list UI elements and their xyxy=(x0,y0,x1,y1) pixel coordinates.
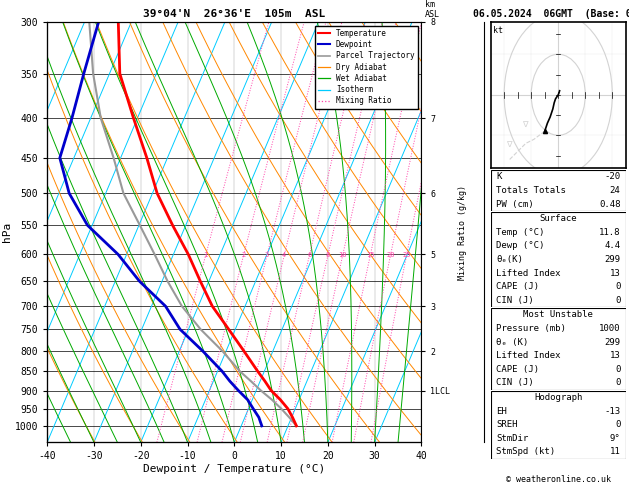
Text: K: K xyxy=(496,173,501,181)
Text: 06.05.2024  06GMT  (Base: 06): 06.05.2024 06GMT (Base: 06) xyxy=(473,9,629,19)
Text: Mixing Ratio (g/kg): Mixing Ratio (g/kg) xyxy=(458,185,467,279)
Text: CAPE (J): CAPE (J) xyxy=(496,282,539,291)
Text: Dewp (°C): Dewp (°C) xyxy=(496,242,545,250)
Text: 0: 0 xyxy=(615,282,620,291)
Y-axis label: hPa: hPa xyxy=(2,222,12,242)
Text: Temp (°C): Temp (°C) xyxy=(496,228,545,237)
Text: 0.48: 0.48 xyxy=(599,200,620,208)
Legend: Temperature, Dewpoint, Parcel Trajectory, Dry Adiabat, Wet Adiabat, Isotherm, Mi: Temperature, Dewpoint, Parcel Trajectory… xyxy=(315,26,418,108)
Text: 0: 0 xyxy=(615,296,620,305)
Text: Totals Totals: Totals Totals xyxy=(496,186,566,195)
Text: 2: 2 xyxy=(242,252,246,258)
Text: 1: 1 xyxy=(204,252,208,258)
Text: Lifted Index: Lifted Index xyxy=(496,269,560,278)
Text: 10: 10 xyxy=(338,252,347,258)
Text: Hodograph: Hodograph xyxy=(534,393,582,402)
Text: CIN (J): CIN (J) xyxy=(496,379,533,387)
Text: © weatheronline.co.uk: © weatheronline.co.uk xyxy=(506,474,611,484)
Text: 39°04'N  26°36'E  105m  ASL: 39°04'N 26°36'E 105m ASL xyxy=(143,9,325,19)
Text: -13: -13 xyxy=(604,407,620,416)
Text: 13: 13 xyxy=(610,351,620,360)
Text: StmDir: StmDir xyxy=(496,434,528,443)
Text: 13: 13 xyxy=(610,269,620,278)
Text: 299: 299 xyxy=(604,338,620,347)
Text: $\nabla$: $\nabla$ xyxy=(506,140,513,150)
Text: EH: EH xyxy=(496,407,507,416)
Text: SREH: SREH xyxy=(496,420,518,429)
Text: 1000: 1000 xyxy=(599,324,620,333)
Text: 15: 15 xyxy=(366,252,374,258)
Text: 8: 8 xyxy=(326,252,330,258)
Text: Lifted Index: Lifted Index xyxy=(496,351,560,360)
Text: CIN (J): CIN (J) xyxy=(496,296,533,305)
Text: 25: 25 xyxy=(403,252,411,258)
Text: $\nabla$: $\nabla$ xyxy=(522,120,530,129)
Text: 0: 0 xyxy=(615,365,620,374)
Text: 299: 299 xyxy=(604,255,620,264)
Text: 11.8: 11.8 xyxy=(599,228,620,237)
Text: 0: 0 xyxy=(615,420,620,429)
Text: StmSpd (kt): StmSpd (kt) xyxy=(496,448,555,456)
Text: θₑ(K): θₑ(K) xyxy=(496,255,523,264)
Text: 20: 20 xyxy=(386,252,395,258)
Text: CAPE (J): CAPE (J) xyxy=(496,365,539,374)
X-axis label: Dewpoint / Temperature (°C): Dewpoint / Temperature (°C) xyxy=(143,464,325,474)
Text: θₑ (K): θₑ (K) xyxy=(496,338,528,347)
Text: 3: 3 xyxy=(265,252,269,258)
Text: km
ASL: km ASL xyxy=(425,0,440,19)
Text: Surface: Surface xyxy=(540,214,577,223)
Text: 0: 0 xyxy=(615,379,620,387)
Text: 11: 11 xyxy=(610,448,620,456)
Text: 6: 6 xyxy=(308,252,311,258)
Text: PW (cm): PW (cm) xyxy=(496,200,533,208)
Text: Pressure (mb): Pressure (mb) xyxy=(496,324,566,333)
Text: kt: kt xyxy=(493,26,503,35)
Text: 4: 4 xyxy=(282,252,286,258)
Text: 9°: 9° xyxy=(610,434,620,443)
Text: 24: 24 xyxy=(610,186,620,195)
Text: 4.4: 4.4 xyxy=(604,242,620,250)
Text: -20: -20 xyxy=(604,173,620,181)
Text: Most Unstable: Most Unstable xyxy=(523,311,593,319)
